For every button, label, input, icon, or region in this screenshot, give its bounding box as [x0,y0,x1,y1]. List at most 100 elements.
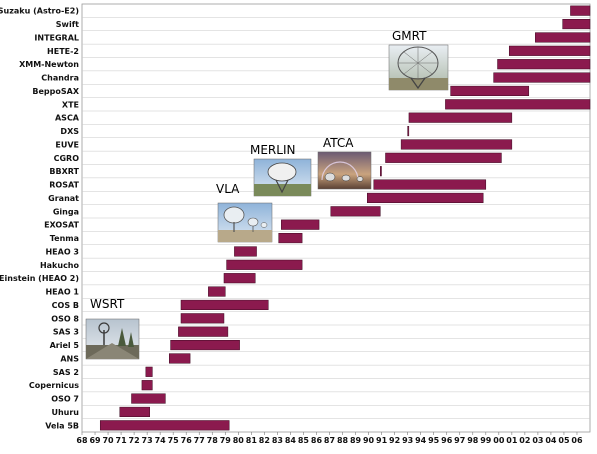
x-tick-label: 89 [350,436,362,445]
category-label: HETE-2 [47,47,79,56]
x-tick-label: 85 [298,436,310,445]
x-tick-label: 70 [102,436,114,445]
category-label: DXS [60,127,79,136]
wsrt-photo [85,318,140,360]
bar-cgro [385,152,502,163]
bar-hete-2 [508,45,591,56]
category-label: EXOSAT [44,221,79,230]
bar-chandra [493,72,591,83]
x-tick-label: 99 [480,436,492,445]
bar-dxs [407,125,410,137]
x-tick-label: 83 [272,436,283,445]
category-label: Copernicus [29,381,79,390]
x-tick-label: 73 [142,436,153,445]
bar-ariel-5 [170,339,240,351]
x-tick-label: 79 [220,436,232,445]
x-tick-label: 94 [415,436,427,445]
x-tick-label: 72 [129,436,140,445]
x-tick-label: 82 [259,436,270,445]
x-tick-label: 74 [155,436,167,445]
bar-suzaku-astro-e2- [570,5,591,16]
bar-oso-7 [131,393,166,404]
annotation-merlin: MERLIN [250,143,295,157]
category-label: Uhuru [51,408,79,417]
bar-asca [408,112,513,123]
category-label: Ginga [53,207,79,216]
bar-cos-b [180,299,269,311]
category-label: OSO 8 [51,314,79,323]
x-tick-label: 77 [194,436,205,445]
bar-ans [169,353,191,364]
bar-sas-2 [145,366,153,377]
bar-tenma [278,232,303,244]
bar-granat [367,192,484,204]
annotation-atca: ATCA [323,136,354,150]
x-tick-label: 93 [402,436,413,445]
bar-heao-3 [234,246,257,257]
category-label: XTE [62,100,79,109]
x-tick-label: 87 [324,436,335,445]
x-tick-label: 97 [454,436,465,445]
category-label: BeppoSAX [32,87,79,96]
category-label: HEAO 1 [45,288,79,297]
annotation-gmrt: GMRT [392,29,427,43]
annotation-vla: VLA [216,182,240,196]
category-label: CGRO [54,154,80,163]
bar-rosat [373,179,487,190]
x-tick-label: 06 [571,436,583,445]
x-tick-label: 75 [168,436,180,445]
bar-bbxrt [380,166,382,177]
category-label: XMM-Newton [19,60,79,69]
category-label: ANS [60,354,79,363]
gmrt-photo [388,44,449,91]
category-label: Chandra [41,74,79,83]
x-tick-label: 92 [389,436,400,445]
bar-sas-3 [178,326,229,337]
bar-bepposax [450,85,530,97]
bar-swift [562,18,591,30]
x-tick-label: 05 [558,436,570,445]
x-tick-label: 98 [467,436,479,445]
x-tick-label: 84 [285,436,297,445]
category-label: BBXRT [49,167,79,176]
x-tick-label: 96 [441,436,453,445]
category-label: Ariel 5 [50,341,80,350]
x-tick-label: 86 [311,436,323,445]
bar-exosat [281,219,320,230]
x-tick-label: 04 [545,436,557,445]
category-label: HEAO 3 [45,247,79,256]
bar-xte [445,99,591,110]
x-tick-label: 91 [376,436,388,445]
category-label: INTEGRAL [34,33,79,42]
category-label: Granat [48,194,79,203]
category-label: SAS 3 [53,328,79,337]
category-label: COS B [52,301,79,310]
category-label: ASCA [55,114,80,123]
x-tick-label: 90 [363,436,375,445]
category-label: Einstein (HEAO 2) [0,274,79,283]
x-tick-label: 00 [493,436,505,445]
x-tick-label: 03 [532,436,543,445]
bar-integral [535,32,591,43]
category-label: SAS 2 [53,368,79,377]
bar-heao-1 [208,286,226,297]
annotation-wsrt: WSRT [90,297,125,311]
category-label: OSO 7 [51,395,79,404]
merlin-photo [253,158,312,197]
category-label: Swift [56,20,79,29]
x-tick-label: 01 [506,436,518,445]
x-tick-label: 69 [89,436,101,445]
bar-vela-5b [99,420,230,431]
bar-ginga [330,206,381,217]
bar-copernicus [141,380,153,391]
category-label: Vela 5B [45,421,79,430]
category-label: ROSAT [49,181,79,190]
x-tick-label: 71 [116,436,128,445]
x-tick-label: 81 [246,436,258,445]
x-tick-label: 95 [428,436,440,445]
bar-einstein-heao-2- [223,273,256,284]
vla-photo [217,202,273,243]
x-tick-label: 80 [233,436,245,445]
